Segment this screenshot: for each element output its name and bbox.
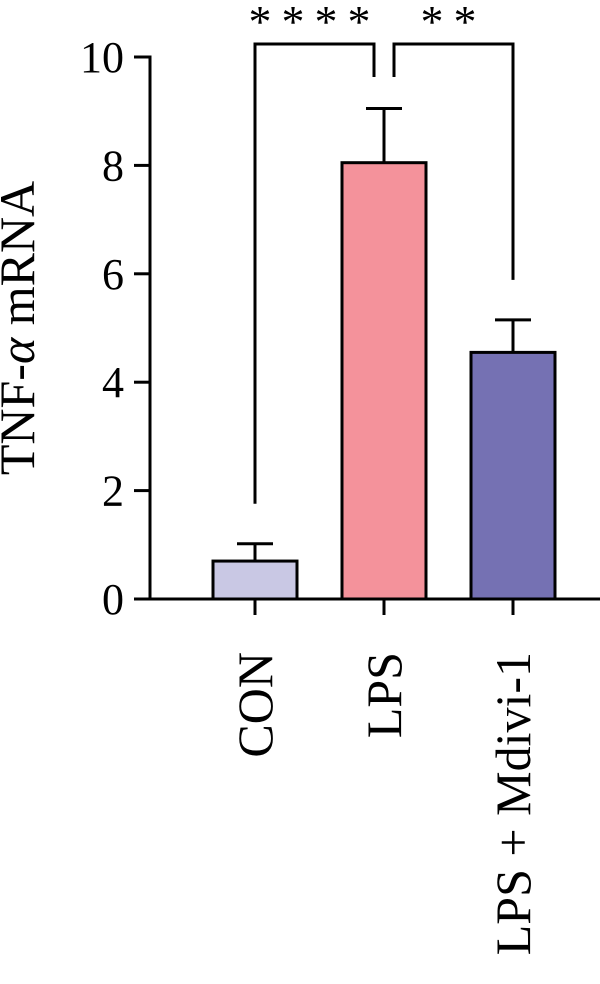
- x-tick-label: LPS + Mdivi-1: [485, 652, 541, 955]
- x-tick-label: LPS: [356, 652, 412, 738]
- y-tick-label: 0: [102, 575, 124, 624]
- y-tick-label: 8: [102, 141, 124, 190]
- axes-group: [134, 55, 600, 601]
- bar-con: [211, 559, 299, 601]
- y-axis-label: TNF-α mRNA: [0, 181, 45, 475]
- y-tick-label: 6: [102, 250, 124, 299]
- bars-group: [211, 161, 557, 601]
- significance-label: ****: [249, 0, 381, 47]
- significance-group: **** **: [249, 0, 515, 504]
- x-ticks-group: CON LPS LPS + Mdivi-1: [227, 599, 541, 955]
- y-ticks-group: 0 2 4 6 8 10: [80, 33, 150, 624]
- y-tick-label: 10: [80, 33, 124, 82]
- bar-lps-mdivi-1: [469, 350, 557, 601]
- y-tick-label: 2: [102, 467, 124, 516]
- significance-bracket: [253, 42, 376, 504]
- error-bars-group: [237, 106, 531, 562]
- significance-label: **: [421, 0, 487, 47]
- y-tick-label: 4: [102, 358, 124, 407]
- x-tick-label: CON: [227, 652, 283, 758]
- significance-bracket: [392, 42, 515, 280]
- bar-lps: [340, 161, 428, 601]
